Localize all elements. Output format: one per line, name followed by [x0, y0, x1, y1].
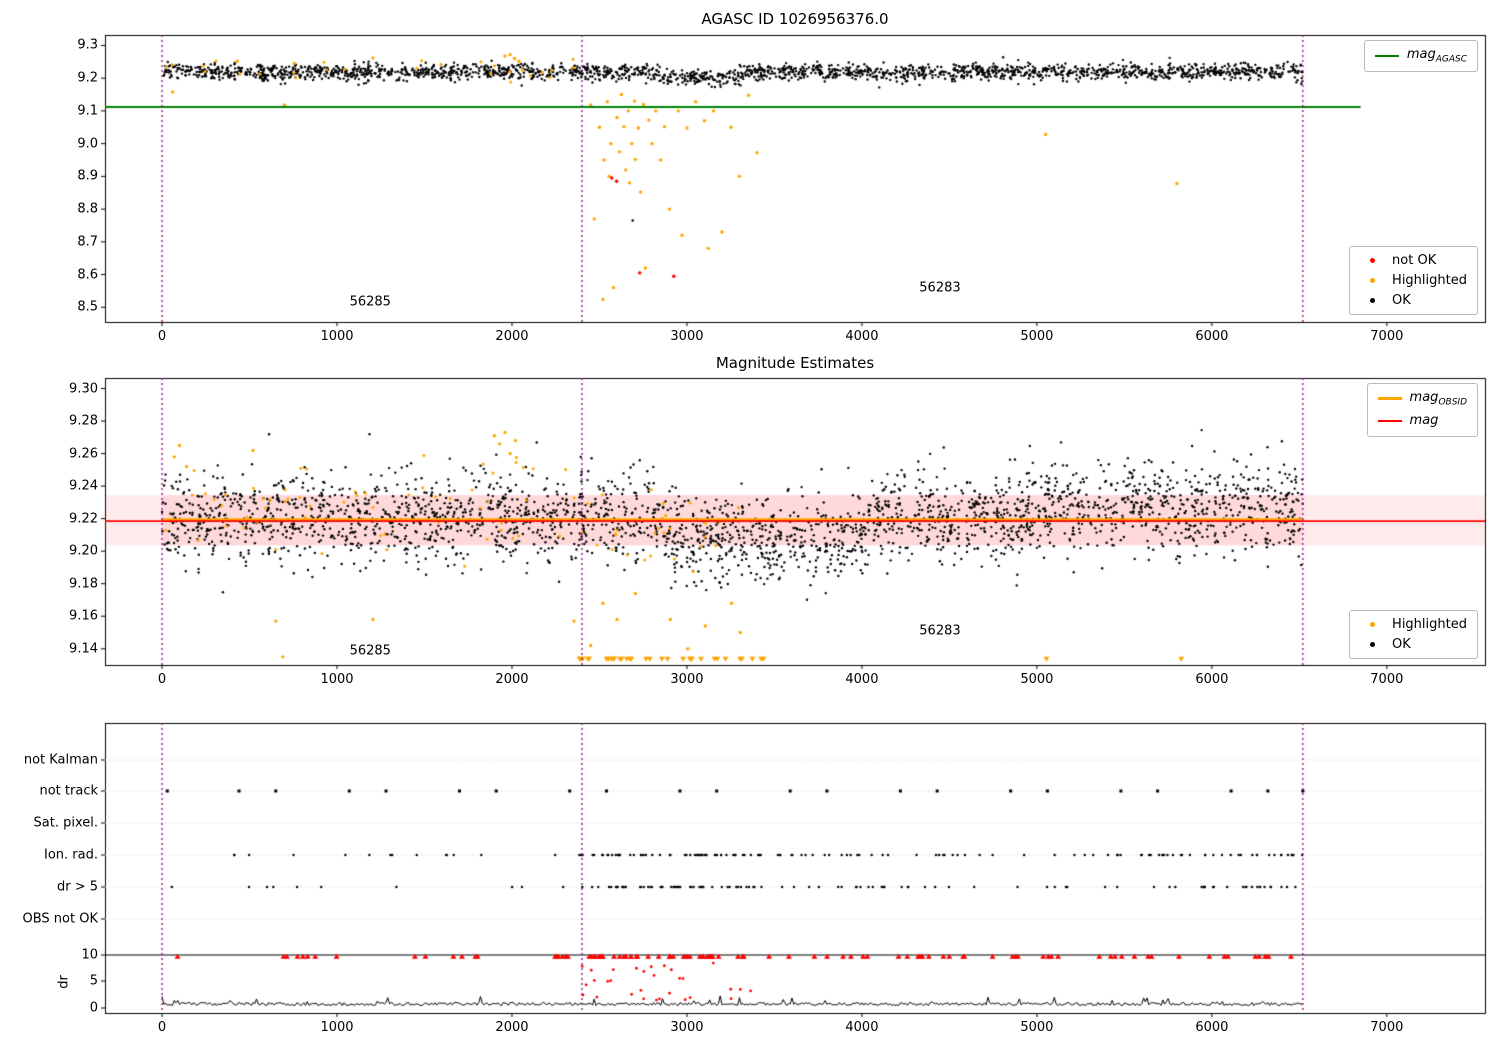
plot2-marker-legend: Highlighted OK: [1349, 610, 1478, 659]
legend-label: Highlighted: [1392, 617, 1467, 632]
x-tick-label: 0: [157, 672, 167, 687]
x-tick-label: 6000: [1195, 329, 1229, 344]
legend-label: OK: [1392, 637, 1411, 652]
x-tick-label: 0: [157, 329, 167, 344]
y-tick-label: 9.24: [69, 478, 98, 494]
legend-item: mag: [1377, 412, 1467, 431]
x-tick-label: 6000: [1195, 672, 1229, 687]
x-tick-label: 7000: [1370, 1020, 1404, 1035]
x-tick-label: 4000: [845, 1020, 879, 1035]
legend-item: Highlighted: [1360, 617, 1467, 632]
plot1-line-legend: magAGASC: [1363, 40, 1478, 72]
legend-item: magAGASC: [1374, 47, 1467, 65]
x-tick-label: 1000: [320, 1020, 354, 1035]
flag-row-label: Ion. rad.: [44, 847, 98, 863]
legend-line-swatch: [1377, 420, 1402, 423]
flag-row-label: not Kalman: [23, 752, 98, 768]
x-tick-label: 7000: [1370, 672, 1404, 687]
x-tick-label: 6000: [1195, 1020, 1229, 1035]
legend-marker-dot: [1369, 642, 1375, 647]
x-tick-label: 5000: [1020, 672, 1054, 687]
dr-axis-label: dr: [56, 974, 72, 989]
x-tick-label: 3000: [670, 329, 704, 344]
y-tick-label: 8.8: [77, 201, 98, 217]
legend-marker-swatch: [1360, 258, 1384, 263]
legend-marker-dot: [1369, 258, 1375, 263]
y-tick-label: 9.1: [77, 103, 98, 119]
legend-label: Highlighted: [1392, 273, 1467, 288]
legend-marker-swatch: [1360, 278, 1384, 283]
x-tick-label: 2000: [495, 329, 529, 344]
legend-marker-swatch: [1360, 642, 1384, 647]
y-tick-label: 9.18: [69, 576, 98, 592]
x-tick-label: 0: [157, 1020, 167, 1035]
y-tick-label: 9.22: [69, 511, 98, 527]
y-tick-label: 9.0: [77, 136, 98, 152]
y-tick-label: 9.16: [69, 608, 98, 624]
legend-item: magOBSID: [1377, 390, 1467, 408]
legend-item: Highlighted: [1360, 273, 1467, 288]
flag-row-label: Sat. pixel.: [33, 815, 98, 831]
y-tick-label: 9.14: [69, 641, 98, 657]
y-tick-label: 9.20: [69, 543, 98, 559]
legend-label: magOBSID: [1409, 390, 1467, 408]
legend-item: OK: [1360, 293, 1467, 308]
flag-row-label: not track: [39, 783, 98, 799]
legend-label: mag: [1409, 412, 1439, 428]
legend-marker-dot: [1369, 278, 1375, 283]
plot1-title: AGASC ID 1026956376.0: [701, 10, 889, 28]
x-tick-label: 2000: [495, 672, 529, 687]
y-tick-label: 9.26: [69, 446, 98, 462]
legend-label: OK: [1392, 293, 1411, 308]
x-tick-label: 1000: [320, 329, 354, 344]
y-tick-label: 9.28: [69, 413, 98, 429]
flag-row-label: OBS not OK: [22, 911, 99, 927]
y-tick-label: 8.5: [77, 299, 98, 315]
annotation: 56283: [919, 623, 961, 639]
plot2-line-legend: magOBSID mag: [1366, 383, 1478, 438]
x-tick-label: 4000: [845, 329, 879, 344]
dr-tick-label: 5: [89, 973, 98, 989]
x-tick-label: 3000: [670, 672, 704, 687]
legend-label: not OK: [1392, 253, 1437, 268]
legend-line-swatch: [1377, 397, 1402, 401]
legend-marker-dot: [1369, 622, 1375, 627]
y-tick-label: 8.6: [77, 267, 98, 283]
x-tick-label: 7000: [1370, 329, 1404, 344]
x-tick-label: 5000: [1020, 329, 1054, 344]
legend-item: OK: [1360, 637, 1467, 652]
annotation: 56285: [349, 643, 391, 659]
x-tick-label: 1000: [320, 672, 354, 687]
y-tick-label: 8.9: [77, 168, 98, 184]
flag-row-label: dr > 5: [56, 879, 98, 895]
y-tick-label: 9.30: [69, 381, 98, 397]
legend-item: not OK: [1360, 253, 1467, 268]
plot2-title: Magnitude Estimates: [715, 354, 875, 372]
legend-marker-swatch: [1360, 622, 1384, 627]
y-tick-label: 9.2: [77, 70, 98, 86]
x-tick-label: 4000: [845, 672, 879, 687]
y-tick-label: 9.3: [77, 37, 98, 53]
dr-tick-label: 10: [81, 947, 98, 963]
plot1-marker-legend: not OK Highlighted OK: [1349, 246, 1478, 315]
legend-line-swatch: [1374, 54, 1399, 57]
annotation: 56285: [349, 294, 391, 310]
y-tick-label: 8.7: [77, 234, 98, 250]
x-tick-label: 2000: [495, 1020, 529, 1035]
annotation: 56283: [919, 280, 961, 296]
legend-marker-swatch: [1360, 298, 1384, 303]
legend-marker-dot: [1369, 298, 1375, 303]
x-tick-label: 5000: [1020, 1020, 1054, 1035]
dr-tick-label: 0: [89, 1000, 98, 1016]
x-tick-label: 3000: [670, 1020, 704, 1035]
legend-label: magAGASC: [1406, 47, 1467, 65]
